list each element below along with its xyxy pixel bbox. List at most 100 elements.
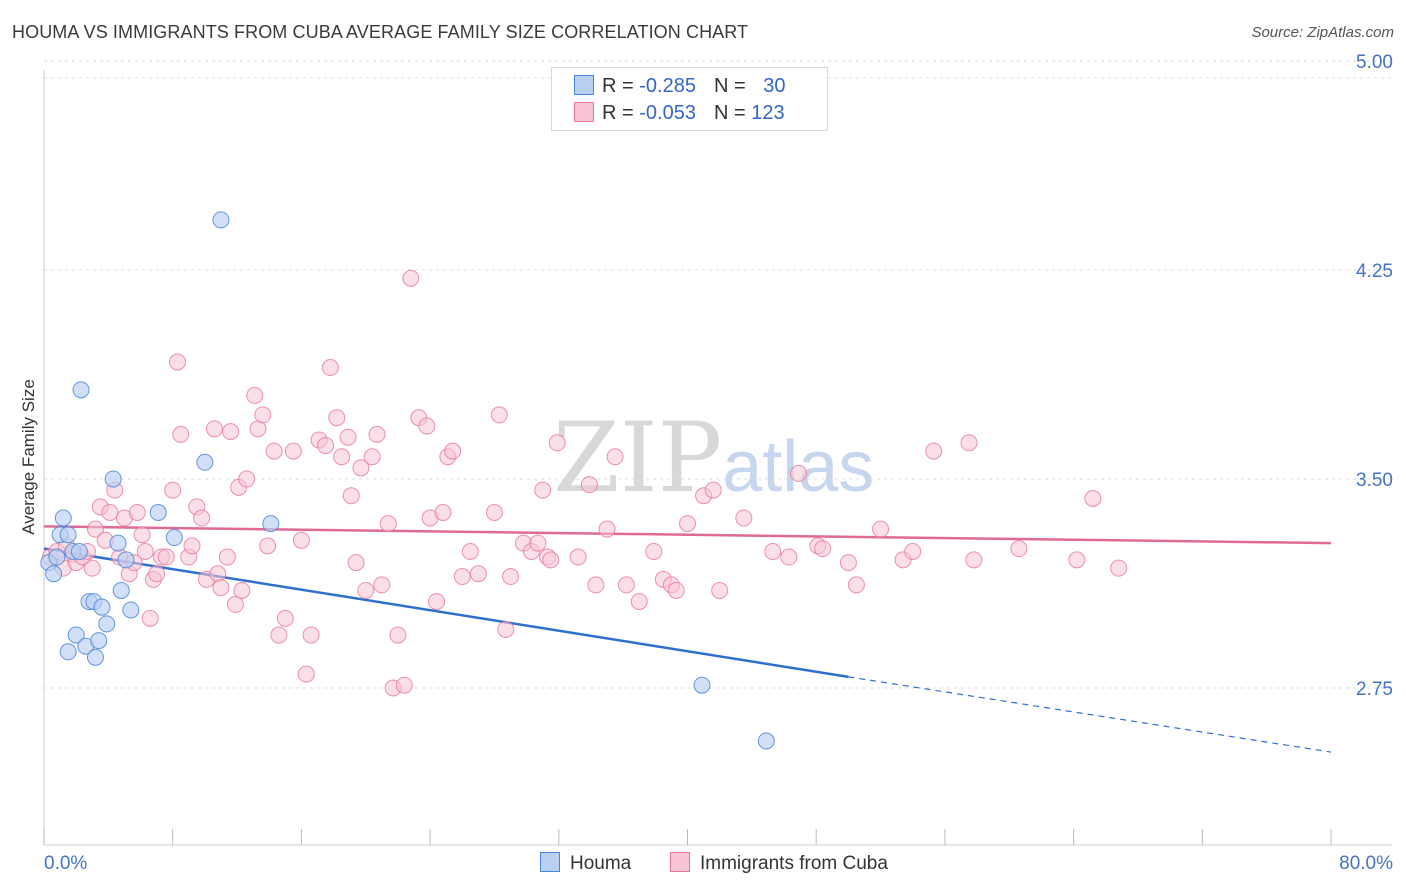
point-cuba <box>485 503 503 521</box>
point-cuba <box>246 386 264 404</box>
y-tick-label: 4.25 <box>1356 261 1393 282</box>
point-cuba <box>389 626 407 644</box>
point-cuba <box>265 442 283 460</box>
point-cuba <box>226 595 244 613</box>
point-houma <box>93 598 111 616</box>
point-houma <box>59 643 77 661</box>
point-cuba <box>284 442 302 460</box>
point-cuba <box>542 551 560 569</box>
point-cuba <box>469 565 487 583</box>
point-cuba <box>347 554 365 572</box>
series-swatch-houma <box>540 852 560 872</box>
y-axis-label: Average Family Size <box>19 379 38 535</box>
axis-labels: 2.75 3.50 4.25 5.00 0.0% 80.0% Average Family … <box>19 52 1393 874</box>
legend-row-houma: R = -0.285 N = 30 <box>574 75 785 101</box>
data-points <box>40 211 1128 750</box>
point-cuba <box>218 548 236 566</box>
point-cuba <box>276 609 294 627</box>
point-cuba <box>363 448 381 466</box>
point-cuba <box>645 542 663 560</box>
point-cuba <box>872 520 890 538</box>
point-cuba <box>352 459 370 477</box>
point-cuba <box>925 442 943 460</box>
point-cuba <box>453 568 471 586</box>
point-cuba <box>83 559 101 577</box>
y-tick-label: 2.75 <box>1356 679 1393 700</box>
point-houma <box>757 732 775 750</box>
point-cuba <box>101 503 119 521</box>
point-cuba <box>904 542 922 560</box>
legend-swatch-cuba <box>574 102 594 122</box>
point-cuba <box>548 434 566 452</box>
point-cuba <box>534 481 552 499</box>
point-cuba <box>965 551 983 569</box>
point-cuba <box>960 434 978 452</box>
legend-r-value: -0.053 <box>639 102 696 124</box>
y-tick-label: 3.50 <box>1356 470 1393 491</box>
correlation-legend: R = -0.285 N = 30 R = -0.053 N = 123 <box>551 67 828 131</box>
point-cuba <box>587 576 605 594</box>
point-cuba <box>136 542 154 560</box>
point-cuba <box>497 620 515 638</box>
watermark: ZIPatlas <box>553 402 874 514</box>
point-cuba <box>764 542 782 560</box>
point-houma <box>45 565 63 583</box>
point-cuba <box>373 576 391 594</box>
point-cuba <box>238 470 256 488</box>
point-houma <box>212 211 230 229</box>
series-name-houma: Houma <box>570 853 632 874</box>
point-cuba <box>490 406 508 424</box>
point-houma <box>90 632 108 650</box>
point-cuba <box>357 581 375 599</box>
point-cuba <box>434 503 452 521</box>
point-cuba <box>339 428 357 446</box>
point-cuba <box>193 509 211 527</box>
point-cuba <box>254 406 272 424</box>
point-cuba <box>368 425 386 443</box>
point-cuba <box>839 554 857 572</box>
trend-line-houma <box>43 547 849 679</box>
point-cuba <box>461 542 479 560</box>
series-legend-cuba: Immigrants from Cuba <box>670 852 888 875</box>
point-cuba <box>86 520 104 538</box>
point-cuba <box>321 359 339 377</box>
point-cuba <box>402 269 420 287</box>
point-houma <box>72 381 90 399</box>
legend-r-value: -0.285 <box>639 75 696 97</box>
point-cuba <box>444 442 462 460</box>
legend-r-label: R = <box>602 102 640 124</box>
point-cuba <box>606 448 624 466</box>
point-cuba <box>302 626 320 644</box>
legend-n-value: 123 <box>751 102 785 124</box>
point-houma <box>109 534 127 552</box>
point-cuba <box>212 579 230 597</box>
point-cuba <box>222 423 240 441</box>
point-cuba <box>379 515 397 533</box>
point-cuba <box>790 464 808 482</box>
point-houma <box>98 615 116 633</box>
point-cuba <box>342 487 360 505</box>
point-cuba <box>133 526 151 544</box>
point-cuba <box>128 503 146 521</box>
point-cuba <box>157 548 175 566</box>
legend-n-value: 30 <box>763 75 786 97</box>
point-cuba <box>169 353 187 371</box>
series-legend-houma: Houma <box>540 852 631 875</box>
point-houma <box>196 453 214 471</box>
point-cuba <box>418 417 436 435</box>
point-houma <box>59 526 77 544</box>
point-cuba <box>141 609 159 627</box>
point-cuba <box>1084 490 1102 508</box>
point-cuba <box>847 576 865 594</box>
source-label: Source: ZipAtlas.com <box>1251 24 1394 41</box>
point-cuba <box>270 626 288 644</box>
point-cuba <box>148 565 166 583</box>
legend-r-label: R = <box>602 75 640 97</box>
point-cuba <box>569 548 587 566</box>
x-tick-label: 0.0% <box>44 853 87 874</box>
watermark-zip: ZIP <box>553 402 723 514</box>
point-houma <box>693 676 711 694</box>
point-cuba <box>502 568 520 586</box>
point-houma <box>262 515 280 533</box>
